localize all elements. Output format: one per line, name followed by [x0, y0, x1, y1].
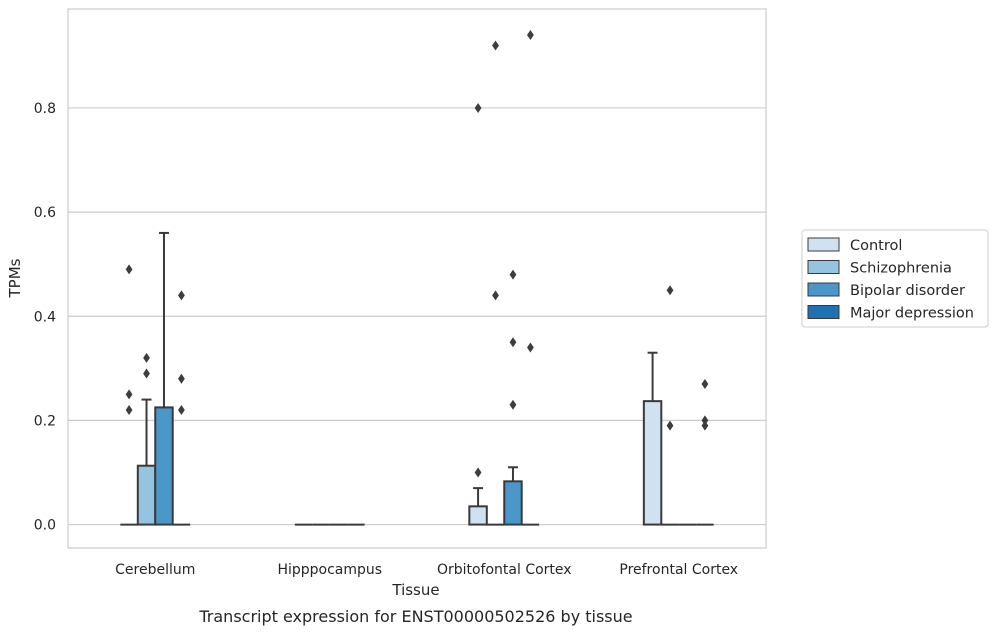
legend-swatch: [807, 260, 840, 274]
x-axis-label: Tissue: [391, 581, 439, 599]
y-tick-label: 0.4: [34, 309, 56, 325]
outlier-points: [125, 30, 709, 478]
outlier-point: [666, 285, 674, 296]
outlier-point: [125, 264, 133, 275]
x-tick-label: Cerebellum: [115, 562, 195, 578]
legend-label: Major depression: [850, 306, 974, 322]
legend-label: Control: [850, 238, 902, 254]
y-tick-label: 0.0: [34, 518, 56, 534]
bars: [120, 231, 714, 526]
outlier-point: [701, 378, 709, 389]
outlier-point: [666, 420, 674, 431]
chart-caption: Transcript expression for ENST0000050252…: [198, 607, 632, 626]
outlier-point: [178, 290, 185, 301]
y-tick-label: 0.6: [34, 205, 56, 221]
y-tick-label: 0.2: [34, 413, 56, 429]
outlier-point: [474, 467, 482, 478]
y-axis-label: TPMs: [6, 258, 24, 298]
legend-swatch: [807, 305, 840, 319]
outlier-point: [509, 269, 517, 280]
y-tick-labels: 0.0 0.2 0.4 0.6 0.8: [34, 101, 56, 534]
outlier-point: [527, 30, 534, 41]
outlier-point: [178, 404, 185, 415]
legend-frame: [801, 229, 989, 328]
y-tick-label: 0.8: [34, 101, 56, 117]
x-tick-label: Hipppocampus: [277, 562, 382, 578]
legend-swatch: [807, 237, 840, 252]
outlier-point: [143, 368, 150, 379]
outlier-point: [474, 102, 482, 113]
x-tick-label: Orbitofontal Cortex: [437, 562, 572, 578]
outlier-point: [509, 399, 517, 410]
legend: Control Schizophrenia Bipolar disorder Majo…: [801, 229, 989, 328]
outlier-point: [178, 373, 185, 384]
legend-swatch: [807, 282, 840, 297]
legend-label: Schizophrenia: [850, 261, 952, 277]
outlier-point: [492, 290, 499, 301]
plot-frame: [67, 8, 767, 549]
outlier-point: [527, 342, 534, 353]
outlier-point: [492, 40, 499, 51]
bar-bipolar-disorder: [503, 480, 523, 526]
outlier-point: [143, 352, 150, 363]
outlier-point: [125, 404, 133, 415]
legend-label: Bipolar disorder: [850, 283, 965, 299]
bar-control: [642, 400, 663, 526]
outlier-point: [509, 337, 517, 348]
x-tick-labels: Cerebellum Hipppocampus Orbitofontal Corte…: [115, 562, 738, 578]
bar-control: [468, 505, 488, 526]
outlier-point: [125, 389, 133, 400]
bar-schizophrenia: [136, 464, 157, 526]
outlier-point: [701, 415, 709, 426]
bar-bipolar-disorder: [154, 406, 174, 526]
outlier-point: [701, 420, 709, 431]
x-tick-label: Prefrontal Cortex: [619, 562, 738, 578]
